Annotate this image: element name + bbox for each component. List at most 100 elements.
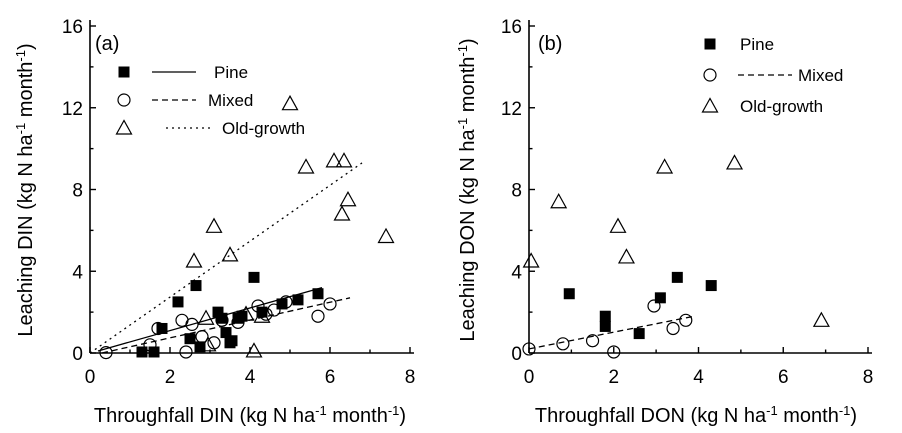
- mixed-point: [556, 337, 570, 351]
- legend-marker-old-growth: [701, 97, 719, 113]
- pine-point: [563, 288, 575, 300]
- y-tick-label: 4: [511, 262, 522, 283]
- fit-line-old-growth: [89, 162, 363, 354]
- legend-label-pine: Pine: [214, 63, 248, 82]
- pine-point: [156, 322, 168, 334]
- x-axis-label-post: ): [399, 405, 406, 427]
- old-growth-point: [297, 158, 315, 174]
- old-growth-point: [609, 217, 627, 233]
- x-tick-label: 6: [778, 367, 789, 388]
- y-tick-label: 0: [72, 344, 83, 365]
- y-tick-label: 8: [72, 181, 83, 202]
- mixed-point: [215, 313, 229, 327]
- pine-point: [599, 320, 611, 332]
- x-tick-label: 4: [693, 367, 704, 388]
- x-tick-label: 8: [863, 367, 874, 388]
- old-growth-point: [335, 152, 353, 168]
- x-axis-label: Throughfall DON (kg N ha-1 month-1): [535, 403, 857, 428]
- legend-label-old-growth: Old-growth: [740, 97, 823, 116]
- old-growth-point: [617, 248, 635, 264]
- old-growth-point: [199, 336, 217, 352]
- x-tick-label: 2: [608, 367, 619, 388]
- fit-line-mixed: [528, 315, 695, 350]
- y-axis-label-pre: Leaching DON (kg N ha: [457, 128, 479, 341]
- old-growth-point: [656, 158, 674, 174]
- fit-line-pine: [97, 286, 323, 352]
- legend: Pine Mixed Old-growth: [701, 35, 843, 116]
- mixed-point: [323, 297, 337, 311]
- old-growth-point: [550, 193, 568, 209]
- x-tick-label: 0: [85, 367, 96, 388]
- pine-point: [172, 296, 184, 308]
- legend-marker-mixed: [703, 68, 717, 82]
- pine-point: [654, 292, 666, 304]
- mixed-point: [585, 334, 600, 348]
- old-growth-point: [221, 246, 239, 262]
- y-axis-label-mid: month: [15, 62, 37, 123]
- pine-point: [633, 328, 645, 340]
- legend-marker-mixed: [117, 93, 131, 107]
- pine-point: [671, 271, 683, 283]
- mixed-point: [267, 303, 281, 317]
- legend-label-old-growth: Old-growth: [222, 119, 305, 138]
- y-tick-label: 12: [62, 99, 83, 120]
- y-axis-label-mid: month: [457, 57, 479, 118]
- y-tick-label: 16: [501, 17, 522, 38]
- x-axis-label-mid: month: [778, 405, 839, 427]
- pine-point: [256, 306, 268, 318]
- pine-point: [248, 271, 260, 283]
- old-growth-point: [522, 252, 540, 268]
- y-axis-label-sup2: -1: [13, 50, 28, 62]
- mixed-point: [666, 321, 680, 336]
- x-axis-label-pre: Throughfall DON (kg N ha: [535, 405, 767, 427]
- mixed-point: [259, 307, 273, 321]
- mixed-point: [231, 315, 245, 329]
- x-axis-label-sup1: -1: [766, 403, 778, 418]
- old-growth-point: [185, 252, 203, 268]
- old-growth-point: [812, 311, 830, 327]
- legend-label-mixed: Mixed: [208, 91, 253, 110]
- mixed-point: [679, 313, 693, 327]
- old-growth-point: [377, 227, 395, 244]
- x-axis-label-post: ): [850, 405, 857, 427]
- mixed-point: [279, 295, 293, 309]
- legend-marker-pine: [118, 66, 130, 78]
- x-axis-label: Throughfall DIN (kg N ha-1 month-1): [94, 403, 406, 428]
- fit-line-mixed: [101, 297, 351, 354]
- x-tick-label: 8: [405, 367, 416, 388]
- pine-point: [216, 312, 228, 324]
- x-tick-label: 6: [325, 367, 336, 388]
- x-axis-label-pre: Throughfall DIN (kg N ha: [94, 405, 316, 427]
- mixed-point: [143, 338, 157, 352]
- y-tick-label: 12: [501, 99, 522, 120]
- x-tick-label: 4: [245, 367, 256, 388]
- y-axis-label-post: ): [15, 43, 37, 50]
- old-growth-point: [725, 154, 744, 170]
- mixed-point: [151, 321, 165, 336]
- old-growth-point: [333, 205, 351, 221]
- x-axis-label-sup1: -1: [315, 403, 327, 418]
- mixed-point: [99, 345, 113, 360]
- x-axis-label-mid: month: [327, 405, 388, 427]
- pine-point: [184, 333, 196, 345]
- pine-point: [236, 310, 248, 322]
- pine-point: [312, 288, 324, 300]
- y-tick-label: 4: [72, 262, 83, 283]
- y-axis-label-pre: Leaching DIN (kg N ha: [15, 133, 37, 336]
- panel-label: (b): [538, 33, 562, 55]
- pine-point: [292, 294, 304, 306]
- mixed-point: [311, 309, 325, 323]
- panel-label: (a): [95, 33, 119, 55]
- y-tick-label: 8: [511, 181, 522, 202]
- legend: Pine Mixed Old-growth: [115, 63, 305, 138]
- pine-point: [599, 310, 611, 322]
- pine-point: [212, 306, 224, 318]
- x-axis-label-sup2: -1: [839, 403, 851, 418]
- pine-point: [136, 346, 148, 358]
- pine-point: [190, 280, 202, 292]
- pine-point: [276, 298, 288, 310]
- old-growth-point: [325, 152, 343, 168]
- pine-point: [226, 335, 238, 347]
- y-axis-label: Leaching DON (kg N ha-1 month-1): [455, 38, 480, 341]
